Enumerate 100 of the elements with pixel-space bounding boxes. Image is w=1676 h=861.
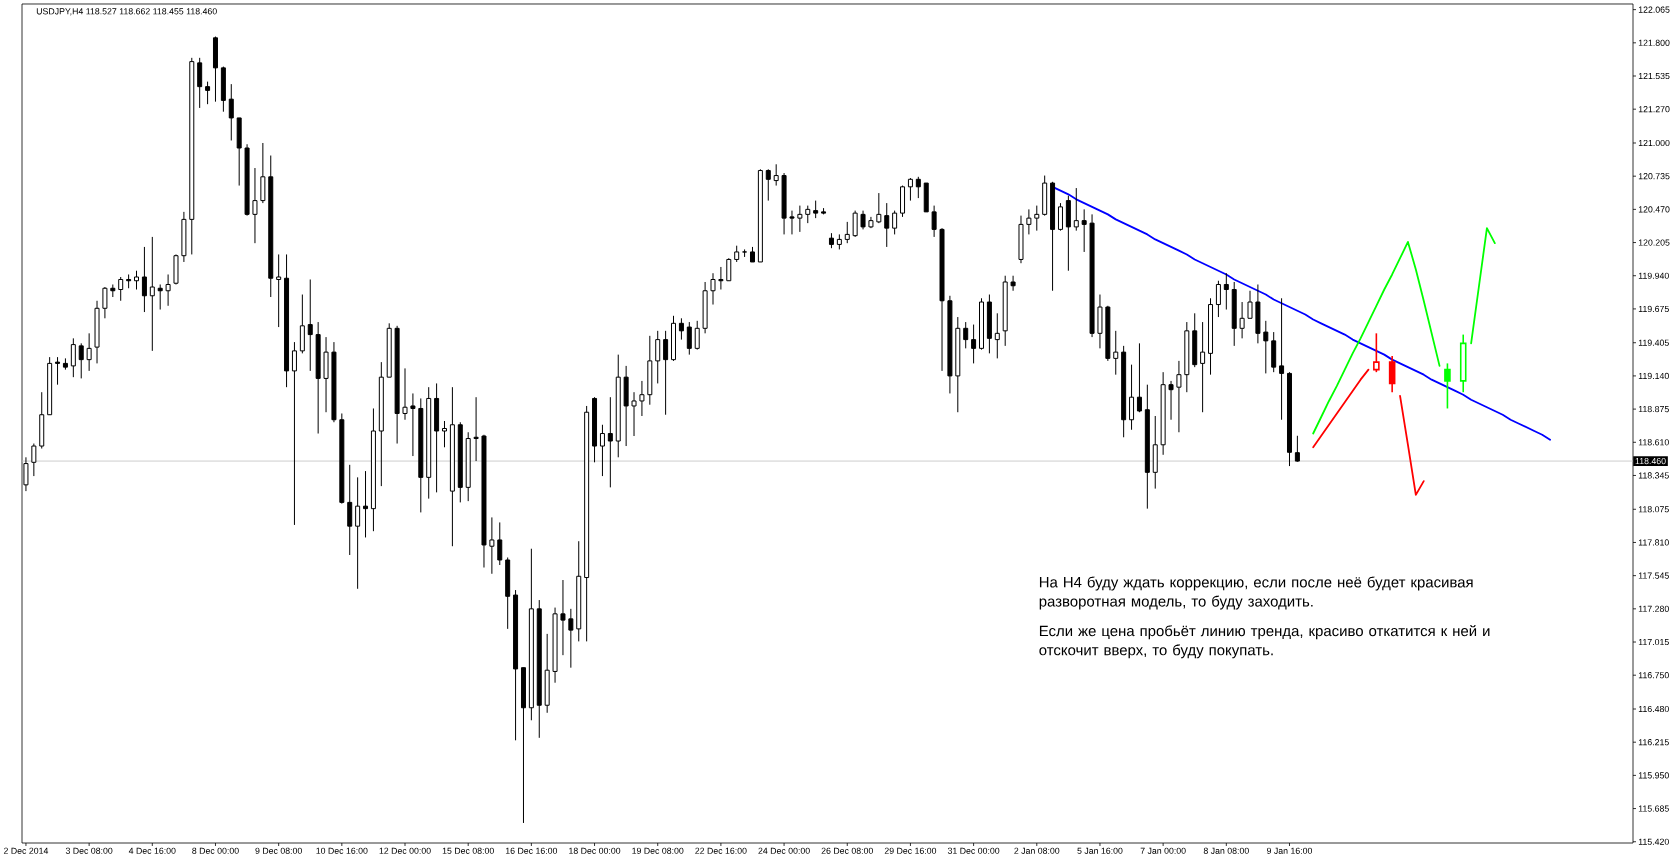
candlestick bbox=[489, 516, 495, 575]
candlestick bbox=[726, 257, 732, 282]
candlestick bbox=[1176, 360, 1182, 433]
x-tick-label: 3 Dec 08:00 bbox=[65, 847, 113, 854]
candlestick bbox=[1279, 297, 1285, 421]
candlestick bbox=[1136, 342, 1142, 413]
y-tick-label: 117.280 bbox=[1638, 605, 1669, 612]
candlestick bbox=[307, 278, 313, 372]
y-tick-label: 118.610 bbox=[1638, 439, 1669, 446]
candlestick bbox=[1057, 202, 1063, 232]
x-tick-label: 4 Dec 16:00 bbox=[128, 847, 176, 854]
y-tick-label: 120.205 bbox=[1638, 239, 1670, 246]
candlestick bbox=[663, 330, 669, 416]
y-tick-label: 118.075 bbox=[1638, 506, 1669, 513]
candlestick bbox=[639, 380, 645, 417]
candlestick bbox=[1113, 330, 1119, 376]
x-tick-label: 2 Jan 08:00 bbox=[1014, 847, 1060, 854]
y-tick-label: 120.470 bbox=[1638, 206, 1670, 213]
y-tick-label: 121.270 bbox=[1638, 106, 1670, 113]
candlestick bbox=[852, 210, 858, 238]
candlestick bbox=[560, 579, 566, 656]
candlestick bbox=[86, 332, 92, 372]
x-tick-label: 8 Jan 08:00 bbox=[1203, 847, 1249, 854]
y-tick-label: 117.810 bbox=[1638, 539, 1669, 546]
y-tick-label: 116.750 bbox=[1638, 672, 1669, 679]
y-tick-label: 119.405 bbox=[1638, 339, 1669, 346]
y-tick-label: 121.800 bbox=[1638, 39, 1670, 46]
ref-line-label: 118.460 bbox=[1635, 457, 1666, 465]
candlestick bbox=[607, 396, 613, 488]
x-tick-label: 16 Dec 16:00 bbox=[505, 847, 558, 854]
y-tick-label: 117.545 bbox=[1638, 572, 1669, 579]
x-tick-label: 7 Jan 00:00 bbox=[1140, 847, 1186, 854]
y-tick-label: 120.735 bbox=[1638, 173, 1670, 180]
y-tick-label: 117.015 bbox=[1638, 638, 1669, 646]
candlestick bbox=[1073, 187, 1079, 232]
y-tick-label: 116.215 bbox=[1638, 739, 1669, 746]
candlestick bbox=[205, 81, 211, 105]
candlestick bbox=[260, 142, 266, 204]
x-tick-label: 9 Jan 16:00 bbox=[1266, 847, 1313, 854]
candlestick bbox=[70, 337, 76, 378]
candlestick bbox=[599, 424, 605, 477]
candlestick bbox=[1373, 332, 1380, 373]
y-tick-label: 119.940 bbox=[1638, 272, 1669, 279]
candlestick bbox=[276, 253, 282, 328]
candlestick bbox=[149, 236, 155, 352]
x-tick-label: 15 Dec 08:00 bbox=[442, 847, 494, 854]
candlestick bbox=[355, 476, 361, 590]
y-tick-label: 116.480 bbox=[1638, 705, 1669, 713]
y-tick-label: 121.535 bbox=[1638, 72, 1670, 80]
candlestick bbox=[1223, 272, 1229, 311]
candlestick bbox=[892, 210, 898, 235]
candlestick bbox=[118, 276, 124, 302]
x-tick-label: 22 Dec 16:00 bbox=[695, 847, 747, 854]
candlestick bbox=[694, 320, 700, 351]
y-tick-label: 122.065 bbox=[1638, 6, 1670, 13]
candlestick bbox=[718, 266, 724, 291]
x-tick-label: 24 Dec 00:00 bbox=[758, 847, 810, 854]
candlestick bbox=[1129, 364, 1135, 431]
y-tick-label: 115.420 bbox=[1638, 838, 1669, 845]
y-tick-label: 115.950 bbox=[1638, 772, 1669, 779]
candlestick bbox=[1239, 301, 1245, 339]
y-tick-label: 119.675 bbox=[1638, 305, 1669, 313]
candlestick bbox=[1081, 208, 1087, 253]
candlestick bbox=[473, 396, 479, 462]
candlestick bbox=[1215, 280, 1221, 318]
y-tick-label: 118.345 bbox=[1638, 472, 1669, 479]
candlestick bbox=[971, 324, 977, 364]
candlestick bbox=[710, 272, 716, 306]
candlestick bbox=[228, 83, 234, 141]
candlestick bbox=[1294, 435, 1300, 463]
candlestick bbox=[347, 464, 353, 556]
candlestick bbox=[165, 273, 171, 307]
candlestick bbox=[291, 341, 297, 526]
chart-title: USDJPY,H4 118.527 118.662 118.455 118.460 bbox=[36, 8, 217, 16]
candlestick bbox=[907, 177, 913, 202]
annotation: На H4 буду ждать коррекцию, если после неё будет красивая разворотная модель, то буду заходить. bbox=[1039, 576, 1473, 610]
candlestick bbox=[410, 392, 416, 457]
x-tick-label: 2 Dec 2014 bbox=[3, 847, 49, 854]
candlestick bbox=[915, 176, 921, 199]
candlestick bbox=[994, 312, 1000, 359]
candlestick bbox=[1010, 275, 1016, 292]
candlestick bbox=[141, 246, 147, 313]
y-tick-label: 119.140 bbox=[1638, 372, 1669, 380]
candlestick bbox=[631, 391, 637, 437]
candlestick bbox=[1200, 321, 1206, 413]
candlestick bbox=[1388, 355, 1396, 393]
candlestick bbox=[78, 342, 84, 379]
x-tick-label: 10 Dec 16:00 bbox=[316, 847, 368, 854]
candlestick bbox=[1026, 208, 1032, 235]
x-tick-label: 9 Dec 08:00 bbox=[255, 847, 302, 854]
candlestick bbox=[844, 221, 850, 244]
candlestick bbox=[363, 470, 369, 538]
candlestick bbox=[797, 205, 803, 233]
x-tick-label: 18 Dec 00:00 bbox=[569, 847, 621, 854]
candlestick bbox=[884, 202, 890, 248]
candlestick bbox=[655, 330, 661, 384]
candlestick bbox=[442, 420, 447, 448]
y-tick-label: 115.685 bbox=[1638, 805, 1669, 812]
candlestick bbox=[568, 608, 574, 669]
candlestick bbox=[773, 163, 779, 187]
